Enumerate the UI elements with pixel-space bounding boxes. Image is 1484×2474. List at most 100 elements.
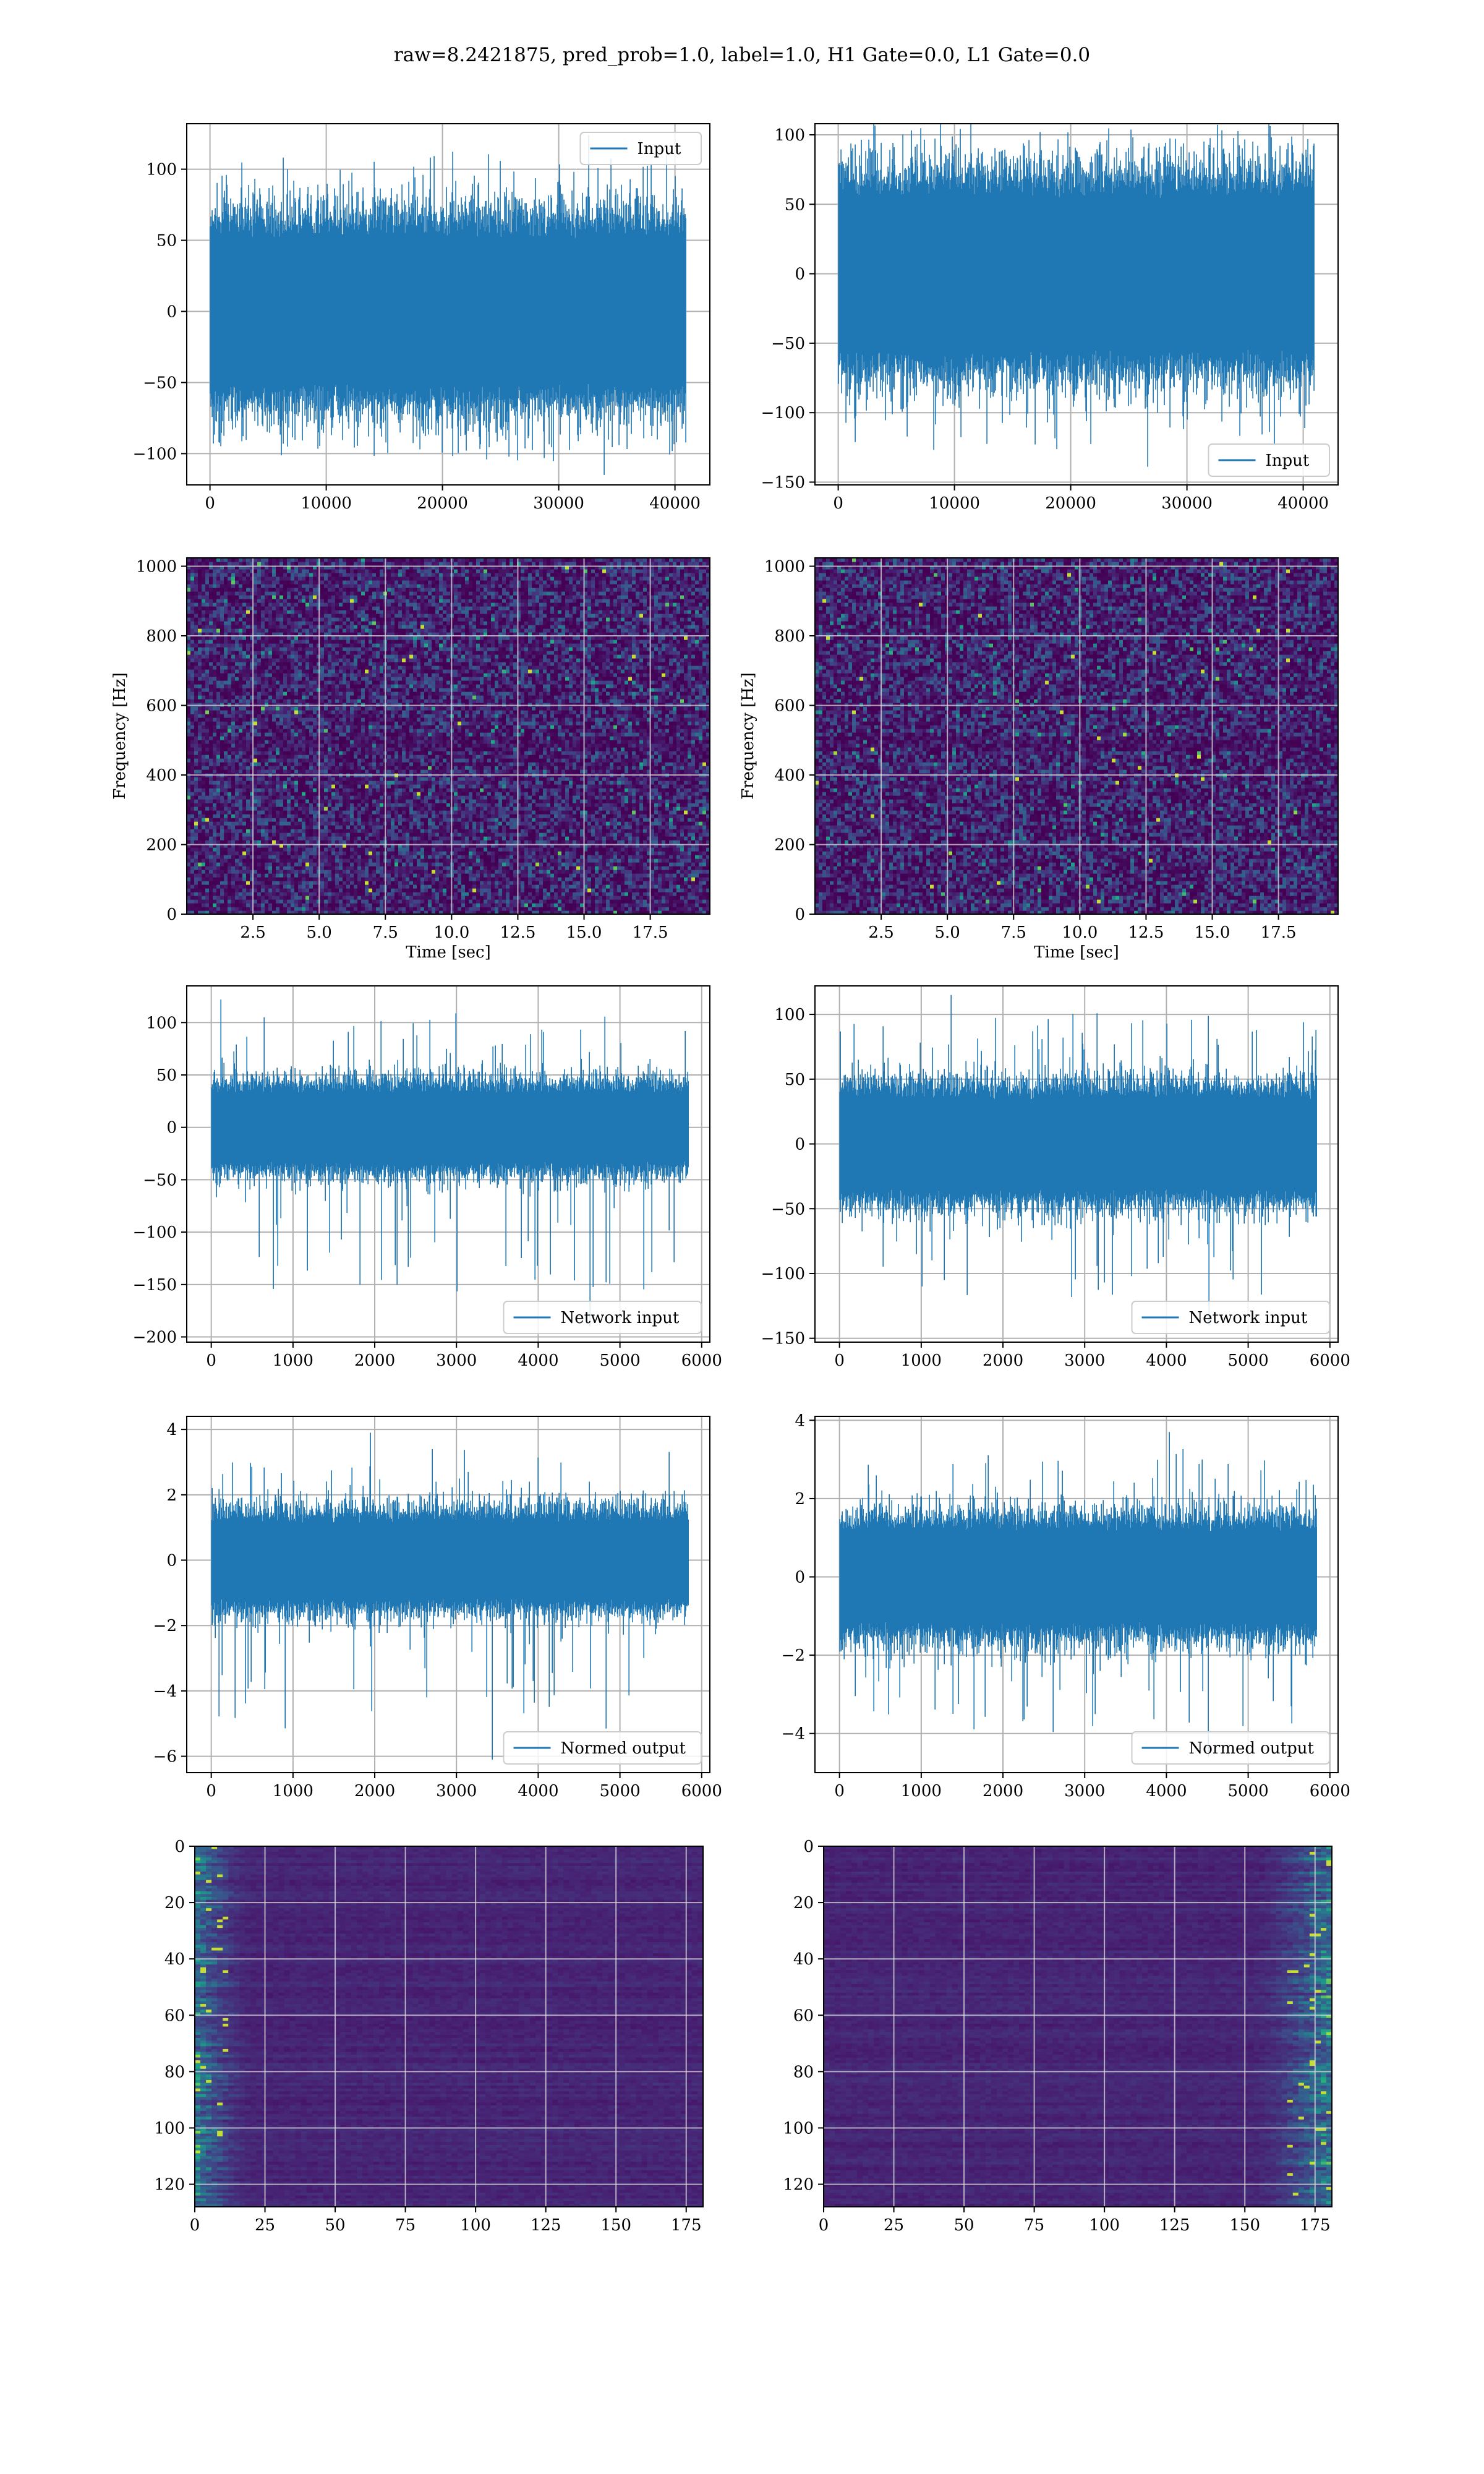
heatmap-cell: [676, 840, 681, 844]
heatmap-cell: [313, 858, 317, 863]
heatmap-cell: [510, 840, 514, 844]
heatmap-cell: [361, 836, 365, 841]
heatmap-cell: [625, 866, 629, 870]
heatmap-cell: [461, 873, 466, 878]
heatmap-cell: [291, 892, 295, 896]
heatmap-cell: [409, 899, 414, 904]
heatmap-cell: [428, 858, 432, 863]
heatmap-cell: [279, 847, 284, 852]
heatmap-cell: [365, 881, 369, 885]
heatmap-cell: [346, 866, 351, 870]
heatmap-cell: [495, 892, 499, 896]
heatmap-cell: [213, 903, 217, 907]
heatmap-cell: [409, 862, 414, 867]
heatmap-cell: [261, 840, 265, 844]
heatmap-cell: [613, 862, 618, 867]
heatmap-cell: [331, 862, 336, 867]
heatmap-cell: [595, 851, 599, 855]
heatmap-cell: [658, 870, 662, 874]
heatmap-cell: [346, 847, 351, 852]
heatmap-cell: [257, 851, 262, 855]
heatmap-cell: [369, 873, 373, 878]
heatmap-cell: [676, 892, 681, 896]
heatmap-cell: [595, 896, 599, 900]
legend-label: Input: [1266, 452, 1310, 470]
heatmap-cell: [569, 858, 573, 863]
heatmap-cell: [658, 881, 662, 885]
heatmap-cell: [409, 892, 414, 896]
heatmap-cell: [220, 896, 224, 900]
heatmap-cell: [283, 870, 288, 874]
heatmap-cell: [213, 836, 217, 841]
heatmap-cell: [194, 847, 198, 852]
heatmap-cell: [369, 870, 373, 874]
heatmap-cell: [676, 855, 681, 859]
heatmap-cell: [632, 870, 636, 874]
heatmap-cell: [480, 888, 484, 892]
heatmap-cell: [413, 870, 417, 874]
heatmap-cell: [357, 877, 362, 881]
heatmap-cell: [454, 896, 458, 900]
heatmap-cell: [654, 877, 659, 881]
heatmap-cell: [625, 840, 629, 844]
heatmap-cell: [465, 847, 469, 852]
heatmap-cell: [279, 877, 284, 881]
heatmap-cell: [487, 881, 492, 885]
heatmap-cell: [428, 870, 432, 874]
heatmap-cell: [398, 896, 403, 900]
heatmap-cell: [484, 877, 488, 881]
heatmap-cell: [294, 836, 299, 841]
heatmap-cell: [684, 907, 688, 911]
heatmap-cell: [643, 877, 647, 881]
heatmap-cell: [302, 888, 306, 892]
heatmap-cell: [361, 899, 365, 904]
heatmap-cell: [587, 877, 592, 881]
heatmap-cell: [432, 858, 436, 863]
heatmap-cell: [272, 884, 276, 889]
heatmap-cell: [532, 855, 536, 859]
heatmap-cell: [346, 855, 351, 859]
heatmap-cell: [298, 899, 302, 904]
heatmap-cell: [324, 903, 328, 907]
heatmap-cell: [610, 851, 614, 855]
heatmap-cell: [628, 870, 633, 874]
heatmap-cell: [279, 888, 284, 892]
heatmap-cell: [521, 888, 525, 892]
heatmap-cell: [561, 881, 566, 885]
heatmap-cell: [190, 873, 195, 878]
heatmap-cell: [699, 896, 703, 900]
heatmap-cell: [372, 851, 377, 855]
heatmap-cell: [265, 870, 269, 874]
heatmap-cell: [287, 866, 291, 870]
heatmap-cell: [591, 862, 595, 867]
heatmap-cell: [643, 888, 647, 892]
heatmap-cell: [613, 851, 618, 855]
heatmap-cell: [662, 858, 666, 863]
heatmap-cell: [361, 888, 365, 892]
heatmap-cell: [235, 866, 239, 870]
heatmap-cell: [699, 903, 703, 907]
heatmap-cell: [331, 877, 336, 881]
heatmap-cell: [309, 888, 313, 892]
heatmap-cell: [636, 903, 640, 907]
heatmap-cell: [420, 851, 425, 855]
heatmap-cell: [305, 903, 310, 907]
heatmap-cell: [506, 884, 510, 889]
heatmap-cell: [257, 873, 262, 878]
heatmap-cell: [576, 870, 581, 874]
heatmap-cell: [417, 881, 421, 885]
heatmap-cell: [602, 884, 607, 889]
heatmap-cell: [417, 866, 421, 870]
heatmap-cell: [213, 862, 217, 867]
heatmap-cell: [524, 888, 529, 892]
heatmap-cell: [239, 881, 243, 885]
heatmap-cell: [480, 892, 484, 896]
heatmap-cell: [224, 881, 228, 885]
heatmap-cell: [335, 877, 339, 881]
heatmap-cell: [576, 884, 581, 889]
heatmap-cell: [476, 907, 480, 911]
heatmap-cell: [402, 907, 406, 911]
heatmap-cell: [565, 847, 569, 852]
heatmap-cell: [239, 892, 243, 896]
heatmap-cell: [198, 896, 202, 900]
